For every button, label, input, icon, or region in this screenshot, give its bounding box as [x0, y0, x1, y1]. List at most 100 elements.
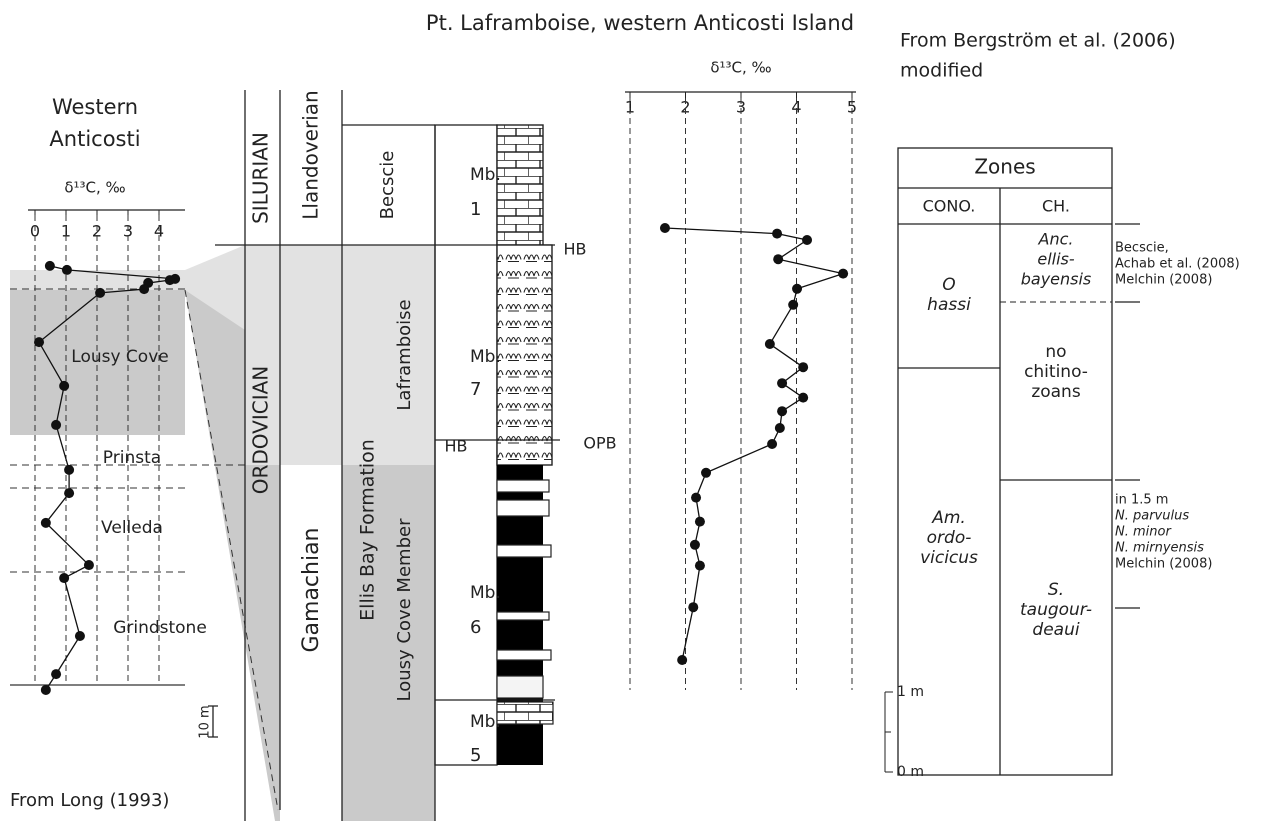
data-point [51, 419, 62, 430]
label: Zones [974, 155, 1035, 179]
label: vicicus [920, 548, 978, 568]
label: 5 [470, 745, 481, 766]
data-point [694, 516, 705, 527]
data-point [764, 339, 775, 349]
label: Lousy Cove [71, 347, 168, 367]
data-point [44, 260, 55, 271]
label: Mb. [470, 712, 501, 732]
label: 10 m [198, 705, 213, 738]
data-point [51, 669, 62, 680]
data-point [788, 299, 799, 310]
data-point [691, 492, 702, 503]
label: Mb. [470, 583, 501, 603]
x-tick-label: 2 [680, 98, 690, 117]
label: Melchin (2008) [1115, 273, 1212, 288]
data-point [139, 284, 150, 295]
label: From Long (1993) [10, 790, 169, 811]
label: HB [563, 240, 586, 259]
data-point [59, 380, 70, 391]
x-tick-label: 4 [791, 98, 801, 117]
label: Mb. [470, 165, 501, 185]
data-point [95, 287, 106, 298]
label: taugour- [1020, 600, 1092, 620]
label: Western [52, 95, 138, 119]
label: hassi [927, 295, 971, 315]
data-point [802, 235, 813, 245]
label: 7 [470, 379, 481, 400]
table-lines [898, 187, 1140, 775]
data-point [59, 573, 70, 584]
label: modified [900, 60, 983, 82]
data-point [677, 655, 688, 665]
data-point [798, 362, 809, 373]
title: Pt. Laframboise, western Anticosti Islan… [426, 11, 854, 35]
data-point [689, 539, 700, 550]
correlation-line [184, 289, 279, 811]
axis-title: δ¹³C, ‰ [710, 59, 771, 77]
data-point [777, 378, 788, 389]
label: S. [1048, 580, 1064, 600]
data-point [34, 337, 45, 348]
data-point [64, 464, 75, 475]
zone-table [897, 147, 1113, 776]
label: N. mirnyensis [1115, 541, 1204, 556]
boundary [435, 439, 560, 701]
x-tick-label: 3 [736, 98, 746, 117]
data-point [772, 228, 783, 239]
data-point [83, 560, 94, 571]
data-point [61, 264, 72, 275]
label: OPB [583, 434, 616, 453]
label: in 1.5 m [1115, 493, 1168, 508]
label: 6 [470, 617, 481, 638]
data-point [40, 517, 51, 528]
label: Grindstone [113, 618, 207, 638]
data-point [838, 268, 849, 279]
label: Lousy Cove Member [394, 518, 415, 702]
label: CONO. [923, 197, 976, 216]
beds [496, 479, 554, 725]
scale-bar [208, 705, 218, 738]
label: Am. [931, 508, 966, 528]
reef-limestone [496, 244, 553, 466]
data-point [688, 602, 699, 613]
label: ellis- [1037, 250, 1075, 269]
data-point [774, 423, 785, 433]
data-point [777, 406, 788, 417]
label: Melchin (2008) [1115, 557, 1212, 572]
data-point [773, 254, 784, 265]
y-tick-label: 1 m [897, 684, 924, 700]
label: CH. [1042, 197, 1070, 216]
label: N. parvulus [1115, 509, 1189, 524]
label: chitino- [1024, 362, 1088, 382]
data-point [40, 684, 51, 695]
label: Anc. [1038, 230, 1074, 249]
label: bayensis [1021, 270, 1092, 289]
label: Achab et al. (2008) [1115, 257, 1240, 272]
label: Becscie, [1115, 241, 1169, 256]
label: SILURIAN [249, 132, 273, 224]
data-point [701, 467, 712, 478]
label: Prinsta [103, 448, 161, 468]
data-point [694, 560, 705, 571]
limestone [496, 124, 544, 246]
data-point [659, 223, 670, 233]
y-tick-label: 0 m [897, 764, 924, 780]
label: O [942, 275, 955, 295]
label: Gamachian [299, 527, 324, 652]
label: Laframboise [394, 299, 415, 410]
label: deaui [1032, 620, 1079, 640]
data-point [798, 392, 809, 403]
label: From Bergström et al. (2006) [900, 30, 1176, 52]
label: ORDOVICIAN [249, 366, 273, 495]
label: Becscie [377, 151, 398, 220]
data-point [792, 283, 803, 294]
x-tick-label: 1 [625, 98, 635, 117]
label: zoans [1031, 382, 1081, 402]
shade [185, 245, 435, 465]
shade [342, 465, 435, 821]
label: Llandoverian [299, 90, 323, 219]
label: Velleda [101, 518, 163, 538]
label: Mb. [470, 347, 501, 367]
label: HB [444, 437, 467, 456]
axis-title: δ¹³C, ‰ [64, 179, 125, 197]
